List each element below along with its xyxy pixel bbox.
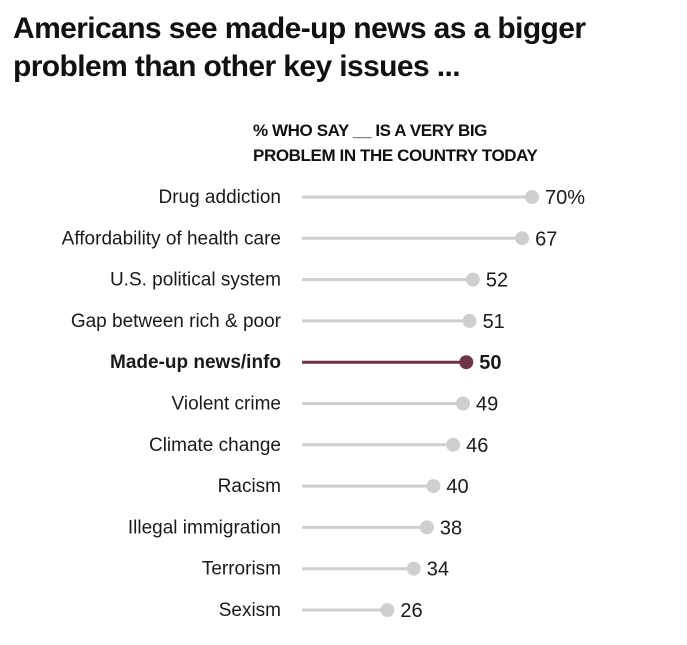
chart-row: Made-up news/info 50: [110, 352, 502, 374]
value-label: 26: [400, 600, 422, 622]
chart-row: Drug addiction 70%: [158, 187, 585, 209]
category-label: Terrorism: [202, 559, 281, 580]
data-point: [380, 603, 395, 617]
data-point: [406, 561, 421, 576]
data-point: [462, 313, 477, 328]
data-point: [426, 479, 441, 494]
category-label: U.S. political system: [110, 270, 281, 291]
chart-row: Gap between rich & poor 51: [71, 311, 505, 333]
subtitle-line-1: % WHO SAY __ IS A VERY BIG: [253, 121, 487, 140]
data-point: [446, 437, 461, 452]
value-label: 38: [440, 517, 462, 539]
value-label: 70%: [545, 187, 585, 209]
chart-title: Americans see made-up news as a bigger p…: [13, 12, 586, 83]
chart-subtitle: % WHO SAY __ IS A VERY BIG PROBLEM IN TH…: [253, 118, 653, 168]
data-point: [525, 190, 539, 204]
category-label: Drug addiction: [158, 187, 281, 208]
value-label: 51: [483, 311, 505, 333]
chart-row: U.S. political system 52: [110, 270, 508, 292]
chart-row: Violent crime 49: [172, 394, 499, 416]
value-label: 46: [466, 435, 488, 457]
data-point: [456, 396, 470, 411]
category-label: Gap between rich & poor: [71, 311, 282, 332]
chart-row: Terrorism 34: [202, 559, 449, 581]
category-label: Made-up news/info: [110, 352, 281, 373]
data-point: [459, 355, 474, 370]
chart-row: Sexism 26: [219, 600, 423, 622]
value-label: 49: [476, 394, 498, 416]
data-point: [515, 231, 530, 246]
category-label: Climate change: [149, 435, 281, 456]
data-point: [465, 272, 480, 287]
category-label: Racism: [218, 476, 281, 497]
chart-row: Climate change 46: [149, 435, 488, 457]
category-label: Illegal immigration: [128, 517, 281, 538]
value-label: 52: [486, 270, 508, 292]
category-label: Violent crime: [172, 394, 281, 415]
data-point: [419, 520, 434, 535]
category-label: Sexism: [219, 600, 281, 621]
value-label: 67: [535, 228, 557, 250]
subtitle-line-2: PROBLEM IN THE COUNTRY TODAY: [253, 146, 538, 165]
chart-row: Illegal immigration 38: [128, 517, 462, 539]
chart-row: Racism 40: [218, 476, 469, 498]
category-label: Affordability of health care: [62, 228, 281, 249]
chart-row: Affordability of health care 67: [62, 228, 558, 250]
value-label: 50: [479, 352, 501, 374]
value-label: 40: [446, 476, 468, 498]
value-label: 34: [427, 559, 449, 581]
